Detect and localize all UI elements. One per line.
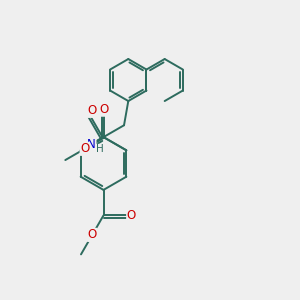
Text: O: O xyxy=(80,142,89,155)
Text: O: O xyxy=(127,209,136,222)
Text: O: O xyxy=(88,228,97,242)
Text: H: H xyxy=(96,144,104,154)
Text: N: N xyxy=(87,137,96,151)
Text: O: O xyxy=(99,103,108,116)
Text: O: O xyxy=(87,104,97,117)
